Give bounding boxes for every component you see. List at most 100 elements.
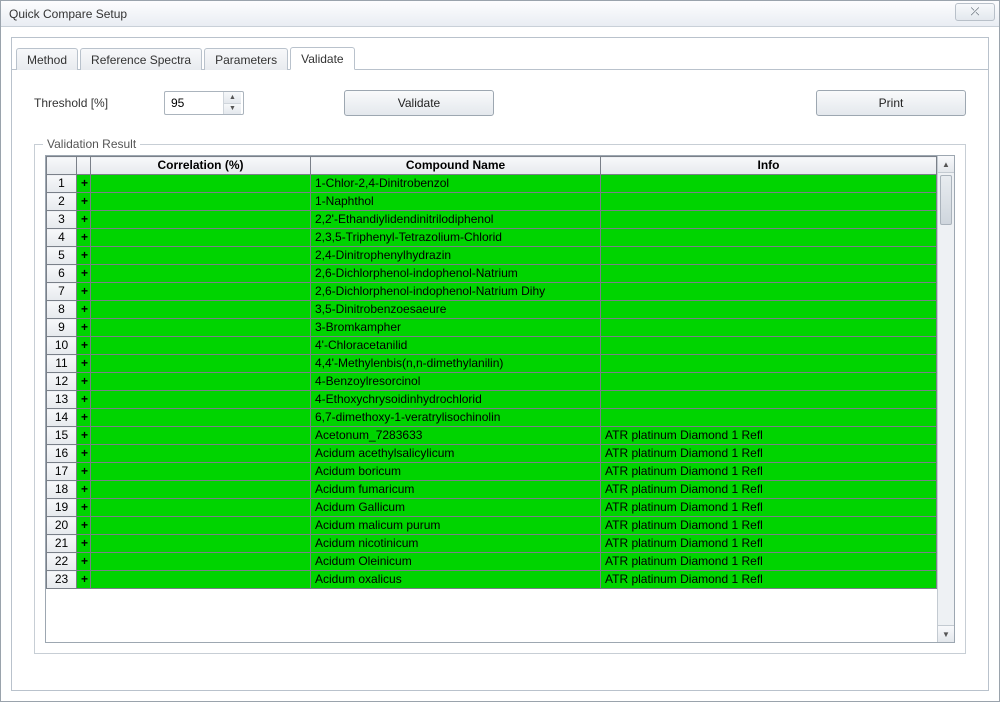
threshold-spinner[interactable]: ▲ ▼ bbox=[164, 91, 244, 115]
col-header-info[interactable]: Info bbox=[601, 157, 937, 175]
row-number: 22 bbox=[47, 553, 77, 571]
tab-reference-spectra[interactable]: Reference Spectra bbox=[80, 48, 202, 70]
spinner-up-icon[interactable]: ▲ bbox=[224, 92, 241, 104]
titlebar[interactable]: Quick Compare Setup ⤫ bbox=[1, 1, 999, 27]
row-mark: + bbox=[77, 571, 91, 589]
cell-compound-name: 4-Ethoxychrysoidinhydrochlorid bbox=[311, 391, 601, 409]
scroll-down-icon[interactable]: ▼ bbox=[938, 625, 954, 642]
cell-compound-name: 2,4-Dinitrophenylhydrazin bbox=[311, 247, 601, 265]
table-row[interactable]: 22+Acidum OleinicumATR platinum Diamond … bbox=[47, 553, 937, 571]
cell-compound-name: 4,4'-Methylenbis(n,n-dimethylanilin) bbox=[311, 355, 601, 373]
cell-compound-name: 1-Chlor-2,4-Dinitrobenzol bbox=[311, 175, 601, 193]
cell-compound-name: 6,7-dimethoxy-1-veratrylisochinolin bbox=[311, 409, 601, 427]
row-mark: + bbox=[77, 211, 91, 229]
cell-correlation bbox=[91, 337, 311, 355]
table-row[interactable]: 5+2,4-Dinitrophenylhydrazin bbox=[47, 247, 937, 265]
table-row[interactable]: 12+4-Benzoylresorcinol bbox=[47, 373, 937, 391]
table-row[interactable]: 15+Acetonum_7283633ATR platinum Diamond … bbox=[47, 427, 937, 445]
cell-correlation bbox=[91, 391, 311, 409]
scroll-up-icon[interactable]: ▲ bbox=[938, 156, 954, 173]
scroll-thumb[interactable] bbox=[940, 175, 952, 225]
table-row[interactable]: 3+2,2'-Ethandiylidendinitrilodiphenol bbox=[47, 211, 937, 229]
cell-correlation bbox=[91, 499, 311, 517]
row-number: 21 bbox=[47, 535, 77, 553]
row-mark: + bbox=[77, 355, 91, 373]
table-row[interactable]: 17+Acidum boricumATR platinum Diamond 1 … bbox=[47, 463, 937, 481]
cell-info: ATR platinum Diamond 1 Refl bbox=[601, 499, 937, 517]
cell-info bbox=[601, 193, 937, 211]
table-row[interactable]: 11+4,4'-Methylenbis(n,n-dimethylanilin) bbox=[47, 355, 937, 373]
result-grid-wrap: Correlation (%) Compound Name Info 1+1-C… bbox=[45, 155, 955, 643]
row-mark: + bbox=[77, 247, 91, 265]
client-area: Method Reference Spectra Parameters Vali… bbox=[1, 27, 999, 701]
cell-info: ATR platinum Diamond 1 Refl bbox=[601, 463, 937, 481]
table-row[interactable]: 16+Acidum acethylsalicylicumATR platinum… bbox=[47, 445, 937, 463]
row-mark: + bbox=[77, 427, 91, 445]
cell-correlation bbox=[91, 427, 311, 445]
table-row[interactable]: 8+3,5-Dinitrobenzoesaeure bbox=[47, 301, 937, 319]
result-grid-scroll[interactable]: Correlation (%) Compound Name Info 1+1-C… bbox=[46, 156, 937, 642]
print-button[interactable]: Print bbox=[816, 90, 966, 116]
cell-compound-name: Acidum fumaricum bbox=[311, 481, 601, 499]
cell-info bbox=[601, 409, 937, 427]
row-mark: + bbox=[77, 319, 91, 337]
close-icon: ⤫ bbox=[971, 6, 980, 19]
table-row[interactable]: 10+4'-Chloracetanilid bbox=[47, 337, 937, 355]
row-mark: + bbox=[77, 229, 91, 247]
result-grid: Correlation (%) Compound Name Info 1+1-C… bbox=[46, 156, 937, 589]
table-row[interactable]: 21+Acidum nicotinicumATR platinum Diamon… bbox=[47, 535, 937, 553]
table-row[interactable]: 4+2,3,5-Triphenyl-Tetrazolium-Chlorid bbox=[47, 229, 937, 247]
cell-info: ATR platinum Diamond 1 Refl bbox=[601, 535, 937, 553]
table-row[interactable]: 7+2,6-Dichlorphenol-indophenol-Natrium D… bbox=[47, 283, 937, 301]
row-number: 15 bbox=[47, 427, 77, 445]
tab-method[interactable]: Method bbox=[16, 48, 78, 70]
cell-info bbox=[601, 337, 937, 355]
col-header-compound[interactable]: Compound Name bbox=[311, 157, 601, 175]
row-number: 10 bbox=[47, 337, 77, 355]
col-header-rownum[interactable] bbox=[47, 157, 77, 175]
cell-compound-name: Acidum malicum purum bbox=[311, 517, 601, 535]
cell-info: ATR platinum Diamond 1 Refl bbox=[601, 553, 937, 571]
spinner-down-icon[interactable]: ▼ bbox=[224, 104, 241, 115]
row-mark: + bbox=[77, 301, 91, 319]
cell-info bbox=[601, 319, 937, 337]
cell-info: ATR platinum Diamond 1 Refl bbox=[601, 427, 937, 445]
row-number: 4 bbox=[47, 229, 77, 247]
col-header-correlation[interactable]: Correlation (%) bbox=[91, 157, 311, 175]
cell-correlation bbox=[91, 409, 311, 427]
table-row[interactable]: 13+4-Ethoxychrysoidinhydrochlorid bbox=[47, 391, 937, 409]
vertical-scrollbar[interactable]: ▲ ▼ bbox=[937, 156, 954, 642]
cell-compound-name: 2,3,5-Triphenyl-Tetrazolium-Chlorid bbox=[311, 229, 601, 247]
cell-correlation bbox=[91, 229, 311, 247]
close-button[interactable]: ⤫ bbox=[955, 3, 995, 21]
cell-correlation bbox=[91, 481, 311, 499]
table-row[interactable]: 1+1-Chlor-2,4-Dinitrobenzol bbox=[47, 175, 937, 193]
table-row[interactable]: 14+6,7-dimethoxy-1-veratrylisochinolin bbox=[47, 409, 937, 427]
table-row[interactable]: 19+Acidum GallicumATR platinum Diamond 1… bbox=[47, 499, 937, 517]
table-row[interactable]: 6+2,6-Dichlorphenol-indophenol-Natrium bbox=[47, 265, 937, 283]
scroll-track[interactable] bbox=[938, 173, 954, 625]
table-row[interactable]: 2+1-Naphthol bbox=[47, 193, 937, 211]
row-mark: + bbox=[77, 481, 91, 499]
validate-button[interactable]: Validate bbox=[344, 90, 494, 116]
row-number: 14 bbox=[47, 409, 77, 427]
table-row[interactable]: 9+3-Bromkampher bbox=[47, 319, 937, 337]
row-number: 17 bbox=[47, 463, 77, 481]
row-number: 18 bbox=[47, 481, 77, 499]
cell-compound-name: 3,5-Dinitrobenzoesaeure bbox=[311, 301, 601, 319]
tab-parameters[interactable]: Parameters bbox=[204, 48, 288, 70]
col-header-mark[interactable] bbox=[77, 157, 91, 175]
threshold-input[interactable] bbox=[165, 92, 223, 114]
row-number: 1 bbox=[47, 175, 77, 193]
table-row[interactable]: 18+ Acidum fumaricumATR platinum Diamond … bbox=[47, 481, 937, 499]
row-mark: + bbox=[77, 463, 91, 481]
row-mark: + bbox=[77, 193, 91, 211]
tab-validate[interactable]: Validate bbox=[290, 47, 354, 70]
cell-info: ATR platinum Diamond 1 Refl bbox=[601, 481, 937, 499]
cell-compound-name: 2,6-Dichlorphenol-indophenol-Natrium bbox=[311, 265, 601, 283]
row-mark: + bbox=[77, 553, 91, 571]
table-row[interactable]: 20+Acidum malicum purumATR platinum Diam… bbox=[47, 517, 937, 535]
grid-header-row: Correlation (%) Compound Name Info bbox=[47, 157, 937, 175]
window: Quick Compare Setup ⤫ Method Reference S… bbox=[0, 0, 1000, 702]
table-row[interactable]: 23+Acidum oxalicusATR platinum Diamond 1… bbox=[47, 571, 937, 589]
